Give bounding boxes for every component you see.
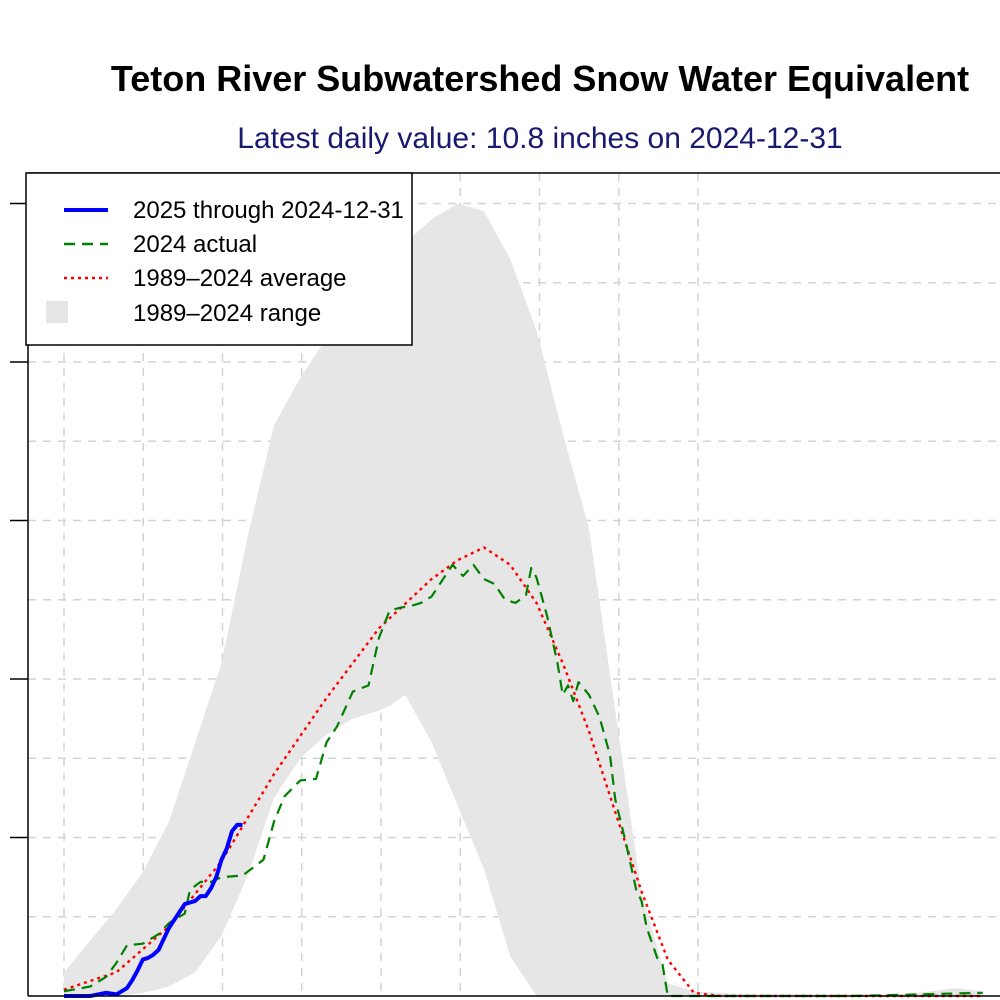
series-lines bbox=[63, 546, 983, 998]
legend-label: 1989–2024 range bbox=[133, 300, 321, 327]
series-line-2024-actual bbox=[63, 563, 983, 998]
series-line-average bbox=[63, 546, 983, 998]
range-band bbox=[64, 203, 983, 996]
series-line-2025 bbox=[64, 822, 243, 998]
legend-swatch-range bbox=[46, 301, 68, 323]
legend-box bbox=[25, 172, 413, 346]
chart-subtitle: Latest daily value: 10.8 inches on 2024-… bbox=[237, 122, 843, 155]
chart-title: Teton River Subwatershed Snow Water Equi… bbox=[110, 58, 970, 99]
legend: 2025 through 2024-12-31 2024 actual 1989–2… bbox=[25, 172, 413, 346]
legend-label: 2024 actual bbox=[133, 231, 257, 258]
legend-label: 1989–2024 average bbox=[133, 265, 347, 292]
range-band-area bbox=[64, 203, 983, 996]
legend-label: 2025 through 2024-12-31 bbox=[133, 197, 404, 224]
